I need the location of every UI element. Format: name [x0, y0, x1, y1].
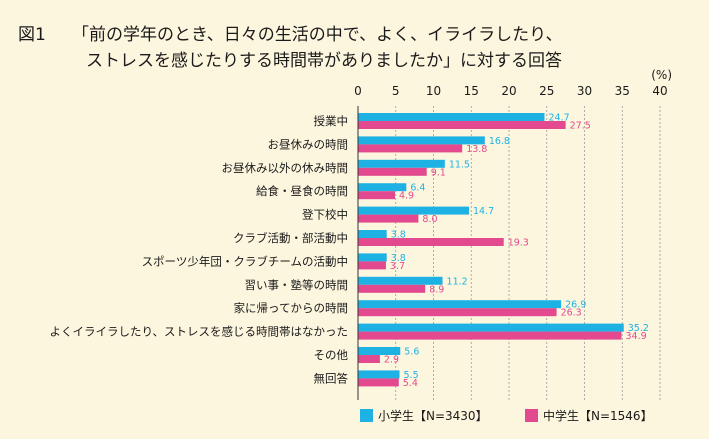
x-tick-label: 0	[354, 84, 362, 98]
unit-label: (%)	[651, 68, 672, 82]
value-label-junior-high: 26.3	[561, 308, 582, 319]
value-label-junior-high: 9.1	[431, 167, 446, 178]
x-tick-label: 35	[615, 84, 630, 98]
bar-junior-high	[358, 238, 504, 246]
value-label-junior-high: 19.3	[508, 238, 529, 249]
category-label: お昼休みの時間	[268, 137, 349, 151]
bar-elementary	[358, 183, 407, 192]
bar-elementary	[358, 323, 624, 332]
x-tick-label: 40	[652, 84, 667, 98]
bar-elementary	[358, 347, 401, 355]
value-label-elementary: 11.2	[447, 276, 468, 287]
bar-junior-high	[358, 121, 566, 129]
value-label-junior-high: 2.9	[384, 355, 399, 366]
category-label: よくイライラしたり、ストレスを感じる時間帯はなかった	[49, 325, 348, 339]
x-tick-label: 25	[539, 84, 554, 98]
category-label: お昼休み以外の休み時間	[222, 161, 349, 175]
value-label-elementary: 3.8	[391, 253, 406, 264]
value-label-elementary: 35.2	[628, 323, 649, 334]
value-label-junior-high: 8.0	[422, 214, 437, 225]
category-labels: 授業中お昼休みの時間お昼休み以外の休み時間給食・昼食の時間登下校中クラブ活動・部…	[49, 114, 348, 385]
value-label-junior-high: 4.9	[399, 191, 414, 202]
x-tick-label: 5	[392, 84, 400, 98]
category-label: スポーツ少年団・クラブチームの活動中	[142, 254, 348, 268]
legend-swatch-junior-high	[525, 409, 538, 422]
value-label-junior-high: 8.9	[429, 284, 444, 295]
value-label-elementary: 24.7	[548, 113, 569, 124]
bar-junior-high	[358, 191, 395, 200]
legend: 小学生【N=3430】 中学生【N=1546】	[360, 408, 653, 423]
category-label: 授業中	[314, 114, 349, 128]
bar-elementary	[358, 230, 387, 238]
bar-junior-high	[358, 261, 386, 270]
bar-junior-high	[358, 378, 399, 387]
category-label: その他	[314, 348, 349, 362]
legend-label-elementary: 小学生【N=3430】	[378, 408, 488, 423]
bars: 24.727.5 16.813.8 11.59.1 6.44.9 14.7 8.0 3.8 1…	[358, 113, 649, 389]
bar-elementary	[358, 159, 445, 168]
bar-junior-high	[358, 214, 419, 223]
legend-swatch-elementary	[360, 409, 373, 422]
value-label-elementary: 3.8	[391, 230, 406, 241]
bar-elementary	[358, 206, 469, 215]
x-tick-label: 15	[464, 84, 479, 98]
value-label-junior-high: 5.4	[403, 378, 418, 389]
bar-junior-high	[358, 308, 557, 317]
value-label-junior-high: 34.9	[625, 331, 646, 342]
category-label: 習い事・塾等の時間	[245, 278, 349, 292]
x-axis-ticks: 0 5 10 15 20 25 30 35 40	[354, 84, 667, 98]
bar-junior-high	[358, 144, 463, 153]
x-tick-label: 20	[501, 84, 516, 98]
value-label-junior-high: 3.7	[390, 261, 405, 272]
bar-elementary	[358, 113, 545, 121]
chart-title-line-1: 「前の学年のとき、日々の生活の中で、よく、イライラしたり、	[72, 25, 563, 45]
category-label: 給食・昼食の時間	[256, 184, 348, 198]
bar-elementary	[358, 276, 443, 285]
legend-label-junior-high: 中学生【N=1546】	[543, 408, 653, 423]
bar-elementary	[358, 370, 400, 379]
category-label: 家に帰ってからの時間	[234, 301, 348, 315]
bar-junior-high	[358, 167, 427, 176]
value-label-junior-high: 27.5	[570, 121, 591, 132]
category-label: 登下校中	[302, 208, 348, 222]
x-tick-label: 10	[426, 84, 441, 98]
value-label-elementary: 26.9	[565, 300, 586, 311]
category-label: クラブ活動・部活動中	[233, 231, 348, 245]
value-label-elementary: 14.7	[473, 206, 494, 217]
value-label-elementary: 5.6	[404, 347, 419, 358]
value-label-junior-high: 13.8	[466, 144, 487, 155]
chart-title-line-2: ストレスを感じたりする時間帯がありましたか」に対する回答	[86, 51, 562, 71]
bar-elementary	[358, 136, 485, 145]
category-label: 無回答	[314, 371, 349, 385]
bar-junior-high	[358, 355, 380, 363]
x-tick-label: 30	[577, 84, 592, 98]
value-label-elementary: 5.5	[404, 370, 419, 381]
bar-junior-high	[358, 331, 622, 340]
value-label-elementary: 6.4	[410, 183, 425, 194]
bar-elementary	[358, 300, 562, 309]
bar-elementary	[358, 253, 387, 262]
figure-number: 図1	[18, 25, 46, 45]
value-label-elementary: 11.5	[449, 159, 470, 170]
value-label-elementary: 16.8	[489, 136, 510, 147]
bar-junior-high	[358, 284, 426, 293]
